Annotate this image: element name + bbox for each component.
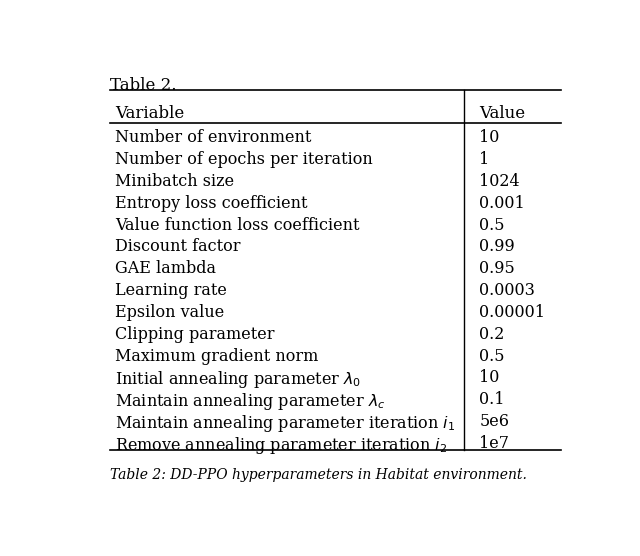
Text: 0.1: 0.1 bbox=[479, 391, 505, 408]
Text: 10: 10 bbox=[479, 129, 500, 146]
Text: 0.00001: 0.00001 bbox=[479, 304, 545, 321]
Text: 5e6: 5e6 bbox=[479, 413, 509, 430]
Text: Clipping parameter: Clipping parameter bbox=[115, 326, 274, 342]
Text: Number of environment: Number of environment bbox=[115, 129, 311, 146]
Text: 10: 10 bbox=[479, 369, 500, 386]
Text: Maintain annealing parameter iteration $i_1$: Maintain annealing parameter iteration $… bbox=[115, 413, 455, 434]
Text: Maximum gradient norm: Maximum gradient norm bbox=[115, 348, 318, 365]
Text: 0.001: 0.001 bbox=[479, 195, 525, 212]
Text: 0.95: 0.95 bbox=[479, 260, 515, 277]
Text: 0.2: 0.2 bbox=[479, 326, 505, 342]
Text: Epsilon value: Epsilon value bbox=[115, 304, 224, 321]
Text: GAE lambda: GAE lambda bbox=[115, 260, 216, 277]
Text: Variable: Variable bbox=[115, 105, 184, 122]
Text: 1024: 1024 bbox=[479, 173, 520, 190]
Text: 1e7: 1e7 bbox=[479, 435, 509, 452]
Text: Table 2.: Table 2. bbox=[110, 77, 176, 95]
Text: Initial annealing parameter $\lambda_0$: Initial annealing parameter $\lambda_0$ bbox=[115, 369, 361, 390]
Text: 0.99: 0.99 bbox=[479, 239, 515, 255]
Text: Table 2: DD-PPO hyperparameters in Habitat environment.: Table 2: DD-PPO hyperparameters in Habit… bbox=[110, 468, 527, 482]
Text: Remove annealing parameter iteration $i_2$: Remove annealing parameter iteration $i_… bbox=[115, 435, 447, 456]
Text: Number of epochs per iteration: Number of epochs per iteration bbox=[115, 151, 372, 168]
Text: Value function loss coefficient: Value function loss coefficient bbox=[115, 216, 359, 234]
Text: Learning rate: Learning rate bbox=[115, 282, 227, 299]
Text: Value: Value bbox=[479, 105, 525, 122]
Text: 0.5: 0.5 bbox=[479, 216, 505, 234]
Text: 0.0003: 0.0003 bbox=[479, 282, 535, 299]
Text: 1: 1 bbox=[479, 151, 490, 168]
Text: Maintain annealing parameter $\lambda_c$: Maintain annealing parameter $\lambda_c$ bbox=[115, 391, 385, 412]
Text: Discount factor: Discount factor bbox=[115, 239, 240, 255]
Text: Entropy loss coefficient: Entropy loss coefficient bbox=[115, 195, 307, 212]
Text: 0.5: 0.5 bbox=[479, 348, 505, 365]
Text: Minibatch size: Minibatch size bbox=[115, 173, 234, 190]
